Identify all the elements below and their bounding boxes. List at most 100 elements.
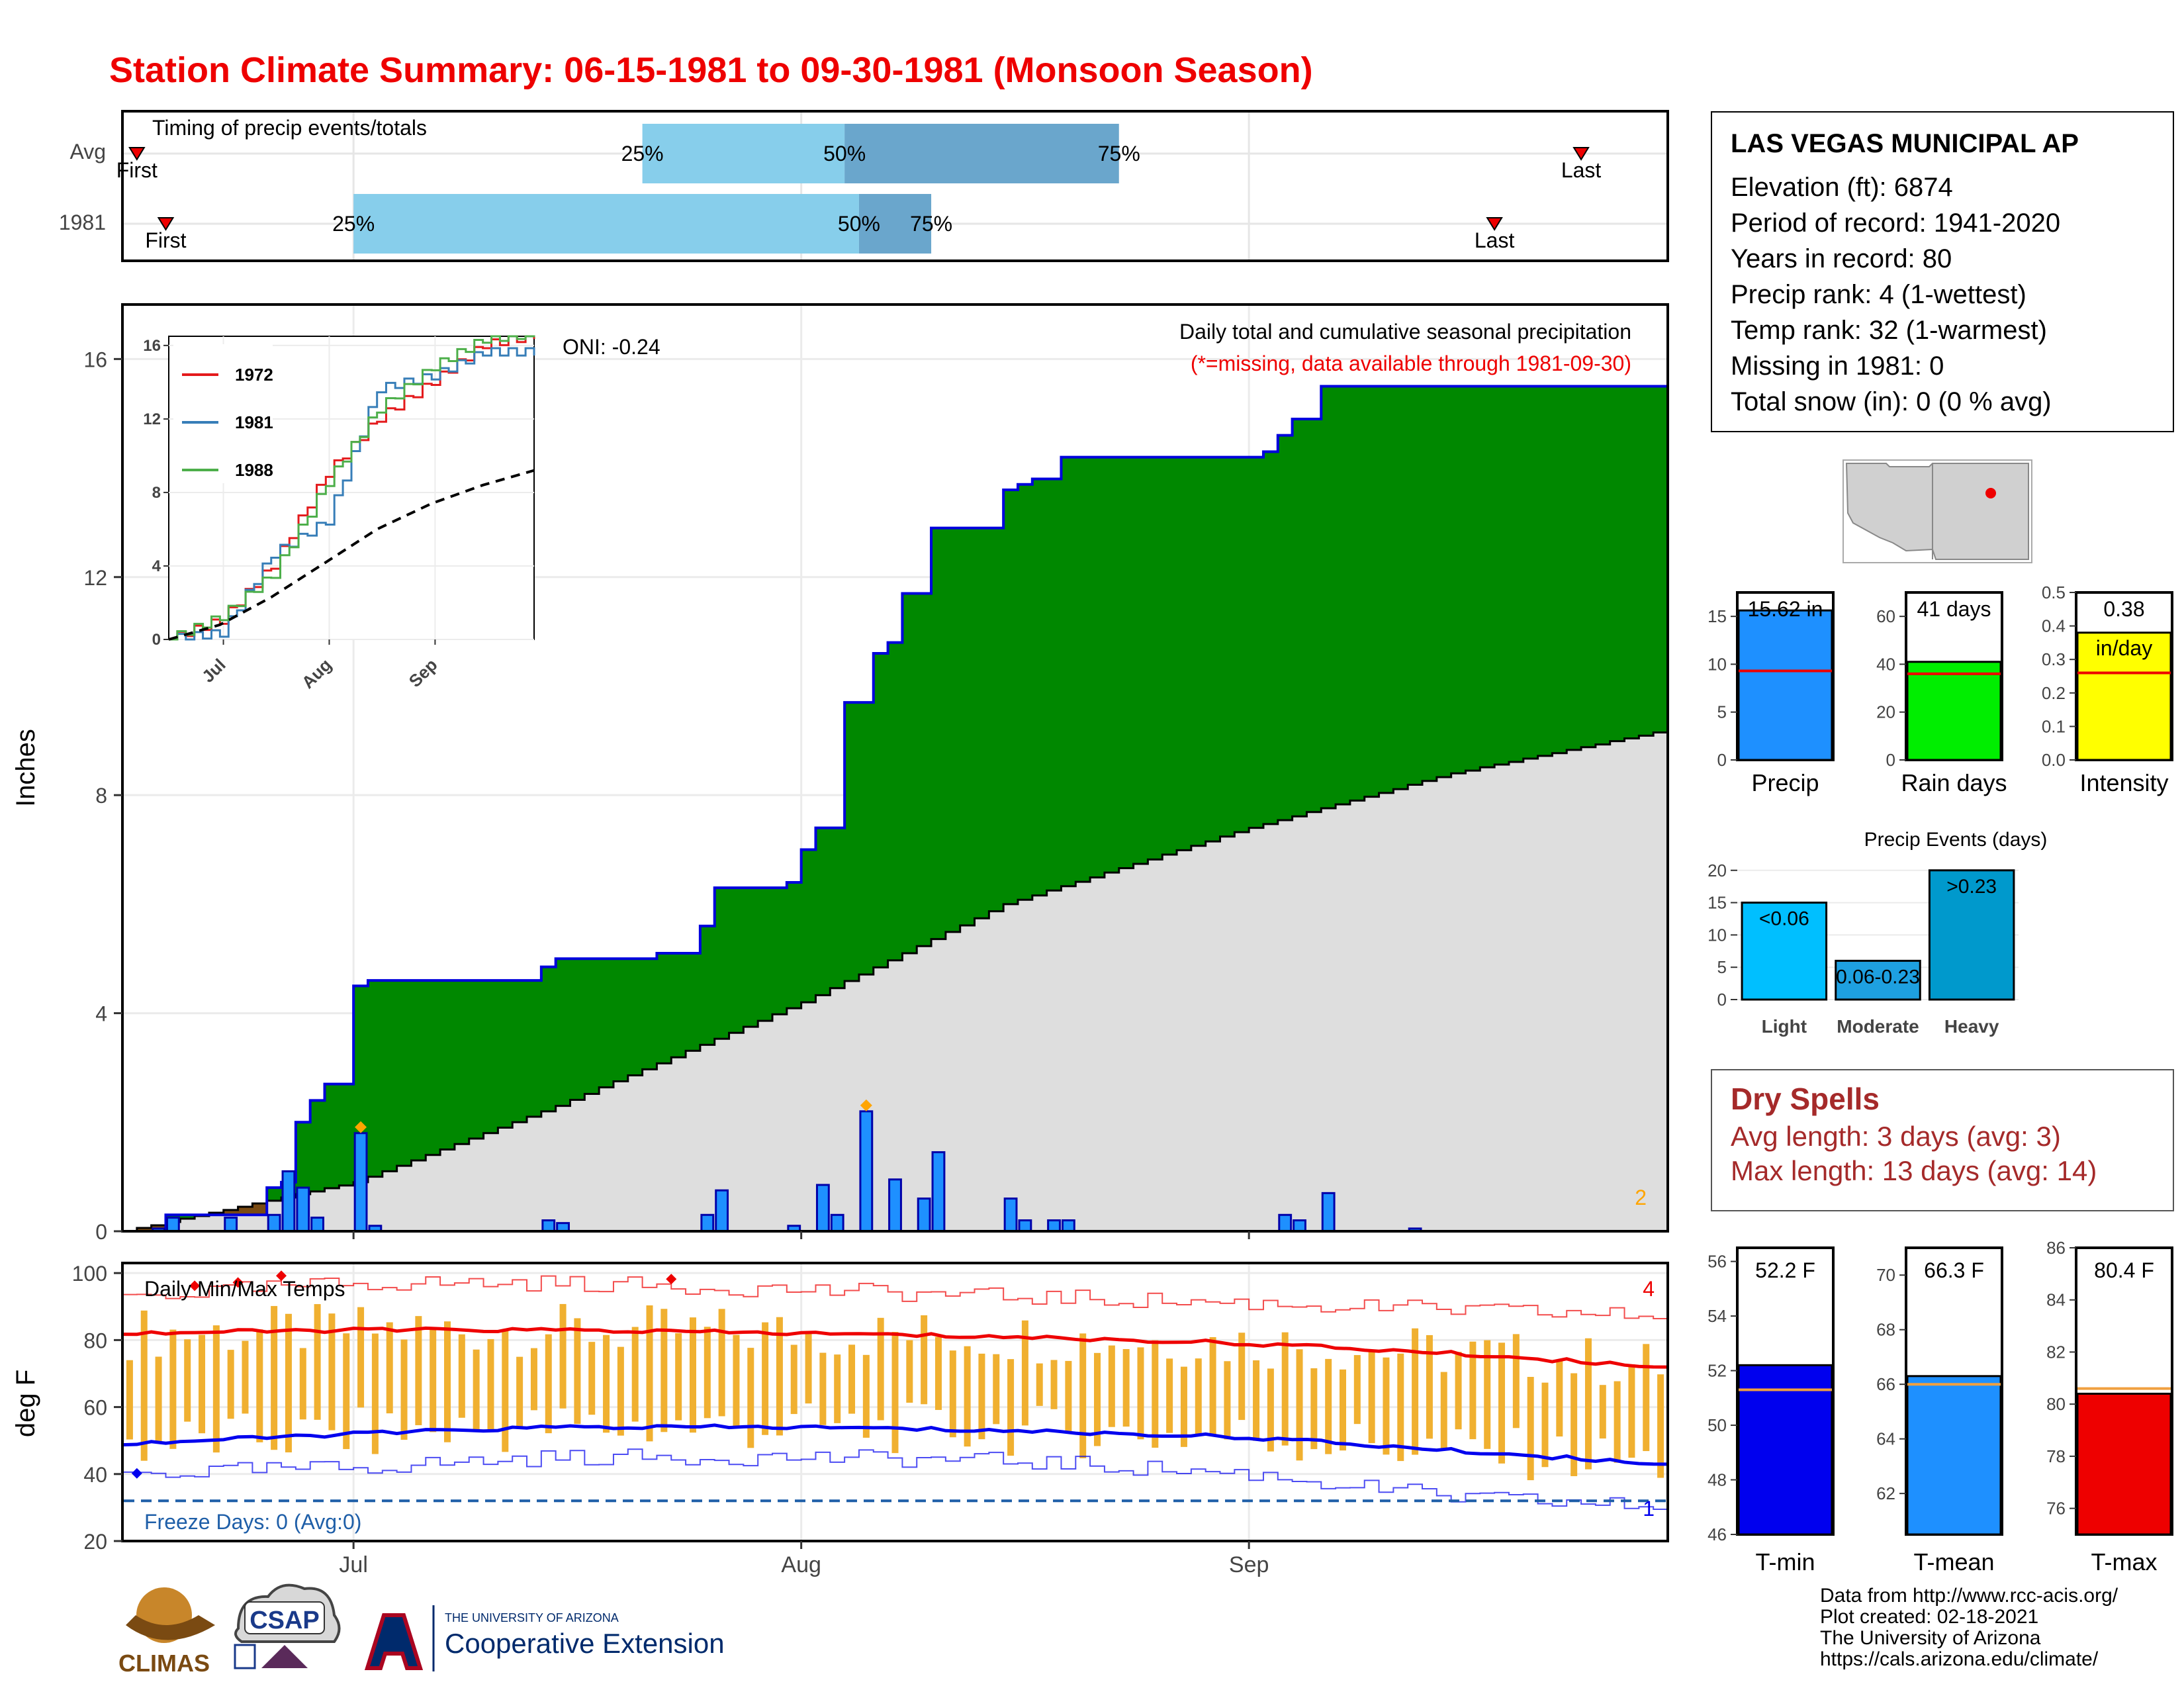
temp-range-bar — [1556, 1360, 1563, 1437]
temp-bar-tick-label: 70 — [1876, 1265, 1895, 1285]
top-event-marker-icon — [355, 1121, 367, 1133]
temp-range-bar — [212, 1325, 220, 1453]
temp-bar-label: T-max — [2091, 1548, 2157, 1575]
inset-y-tick-label: 8 — [152, 484, 161, 502]
station-marker — [1985, 488, 1996, 498]
logo-csap: CSAP — [234, 1583, 341, 1669]
summary-bar-fill — [2076, 632, 2172, 761]
timing-bar-25-50 — [353, 194, 859, 254]
summary-bar-tick-label: 40 — [1876, 654, 1895, 674]
daily-precip-bar — [830, 1213, 844, 1233]
page-title: Station Climate Summary: 06-15-1981 to 0… — [109, 50, 1313, 90]
summary-bar-tick-label: 0 — [1717, 750, 1727, 770]
inset-y-tick-label: 4 — [152, 557, 161, 575]
temp-range-bar — [1180, 1366, 1187, 1447]
summary-bar-tick-label: 0.3 — [2042, 649, 2066, 669]
temp-range-bar — [155, 1356, 162, 1442]
temp-x-ticks: Jul Aug Sep — [339, 1541, 1269, 1577]
precip-corner-count: 2 — [1635, 1186, 1647, 1209]
station-precip-rank: Precip rank: 4 (1-wettest) — [1731, 280, 2026, 309]
ua-a-icon — [364, 1613, 424, 1670]
daily-precip-bar — [700, 1213, 715, 1233]
daily-precip-bar — [541, 1219, 556, 1233]
temp-bar-tick-label: 62 — [1876, 1483, 1895, 1503]
temp-y-tick-label: 20 — [83, 1530, 107, 1554]
record-high-marker-icon — [666, 1274, 677, 1285]
temp-range-bar — [242, 1340, 249, 1414]
summary-bar-value: 0.38 — [2103, 597, 2144, 621]
inset-y-tick-label: 12 — [143, 410, 161, 428]
station-elevation: Elevation (ft): 6874 — [1731, 173, 1953, 202]
logo-ua: THE UNIVERSITY OF ARIZONA Cooperative Ex… — [364, 1605, 725, 1671]
summary-bar-tick-label: 0.0 — [2042, 750, 2066, 770]
temp-y-tick-label: 80 — [83, 1329, 107, 1352]
events-category-label: Light — [1762, 1016, 1807, 1037]
temp-range-bar — [1455, 1352, 1462, 1430]
timing-marker-label: First — [116, 158, 158, 182]
temp-range-bar — [1383, 1357, 1390, 1455]
temp-range-bar — [357, 1307, 365, 1408]
temp-x-tick-label: Jul — [339, 1552, 367, 1577]
events-category-label: Moderate — [1837, 1016, 1919, 1037]
timing-pct-label: 50% — [823, 142, 866, 165]
temp-range-bar — [343, 1333, 350, 1450]
inset-normal-line — [168, 469, 535, 641]
events-bar-label: 0.06-0.23 — [1836, 966, 1920, 988]
temp-range-bar — [978, 1353, 985, 1440]
temp-range-bar — [1007, 1359, 1015, 1456]
summary-bar-fill — [1906, 661, 2002, 761]
timing-row-avg: Avg — [69, 140, 106, 164]
temp-range-bar — [1512, 1334, 1520, 1429]
temp-range-bar — [921, 1315, 928, 1405]
temp-range-bar — [646, 1305, 653, 1442]
temp-range-bar — [1108, 1345, 1115, 1427]
temp-range-bar — [328, 1313, 336, 1430]
temp-range-bar — [1224, 1361, 1231, 1440]
temp-range-bar — [934, 1336, 942, 1410]
temp-range-bar — [1122, 1348, 1130, 1427]
temp-range-bar — [516, 1356, 523, 1429]
temp-range-bar — [415, 1316, 422, 1425]
temp-range-bar — [1238, 1333, 1246, 1421]
summary-bar-tick-label: 15 — [1707, 606, 1727, 626]
temp-bar-fill — [1906, 1375, 2002, 1536]
temp-range-bar — [747, 1348, 754, 1448]
precip-y-label: Inches — [11, 729, 40, 807]
temp-bar-tick-label: 86 — [2046, 1238, 2066, 1258]
summary-bar-tick-label: 0.2 — [2042, 683, 2066, 703]
temp-range-bar — [444, 1321, 451, 1442]
temp-title: Daily Min/Max Temps — [144, 1277, 345, 1301]
temp-range-bar — [458, 1334, 465, 1418]
timing-marker-label: Last — [1475, 228, 1515, 252]
summary-bar-tick-label: 10 — [1707, 654, 1727, 674]
temp-range-bar — [891, 1332, 899, 1454]
temp-range-bar — [314, 1304, 321, 1420]
temp-range-bar — [660, 1309, 668, 1432]
temp-bar-label: T-mean — [1913, 1548, 1994, 1575]
timing-pct-label: 75% — [910, 212, 952, 236]
temp-range-bar — [271, 1305, 278, 1450]
temp-bar-value: 52.2 F — [1755, 1258, 1815, 1282]
temp-bar-fill — [1737, 1364, 1833, 1536]
precip-panel: 0 4 8 12 16 Inches Daily total and cumulativ… — [11, 303, 1669, 1244]
temp-range-bar — [1195, 1358, 1202, 1435]
temp-bar-value: 80.4 F — [2094, 1258, 2154, 1282]
temp-range-bar — [877, 1317, 884, 1421]
cumulative-1981-line — [122, 381, 1669, 1233]
top-event-marker-icon — [860, 1099, 872, 1111]
temp-range-bar — [1614, 1381, 1621, 1463]
temp-range-bar — [848, 1344, 856, 1414]
daily-precip-bar — [165, 1216, 180, 1233]
temp-bar-tick-label: 52 — [1707, 1361, 1727, 1381]
temp-range-bar — [1209, 1336, 1216, 1436]
temp-range-bar — [574, 1318, 581, 1425]
timing-marker-icon — [128, 147, 146, 161]
temp-range-bar — [805, 1333, 812, 1404]
daily-precip-bar — [1321, 1192, 1336, 1233]
precip-y-tick-label: 8 — [95, 784, 107, 808]
precip-y-tick-label: 0 — [95, 1220, 107, 1244]
temp-range-bar — [1036, 1363, 1043, 1406]
daily-precip-bar — [1003, 1197, 1018, 1233]
temp-range-bar — [1643, 1344, 1650, 1452]
temp-range-bar — [1440, 1372, 1447, 1449]
